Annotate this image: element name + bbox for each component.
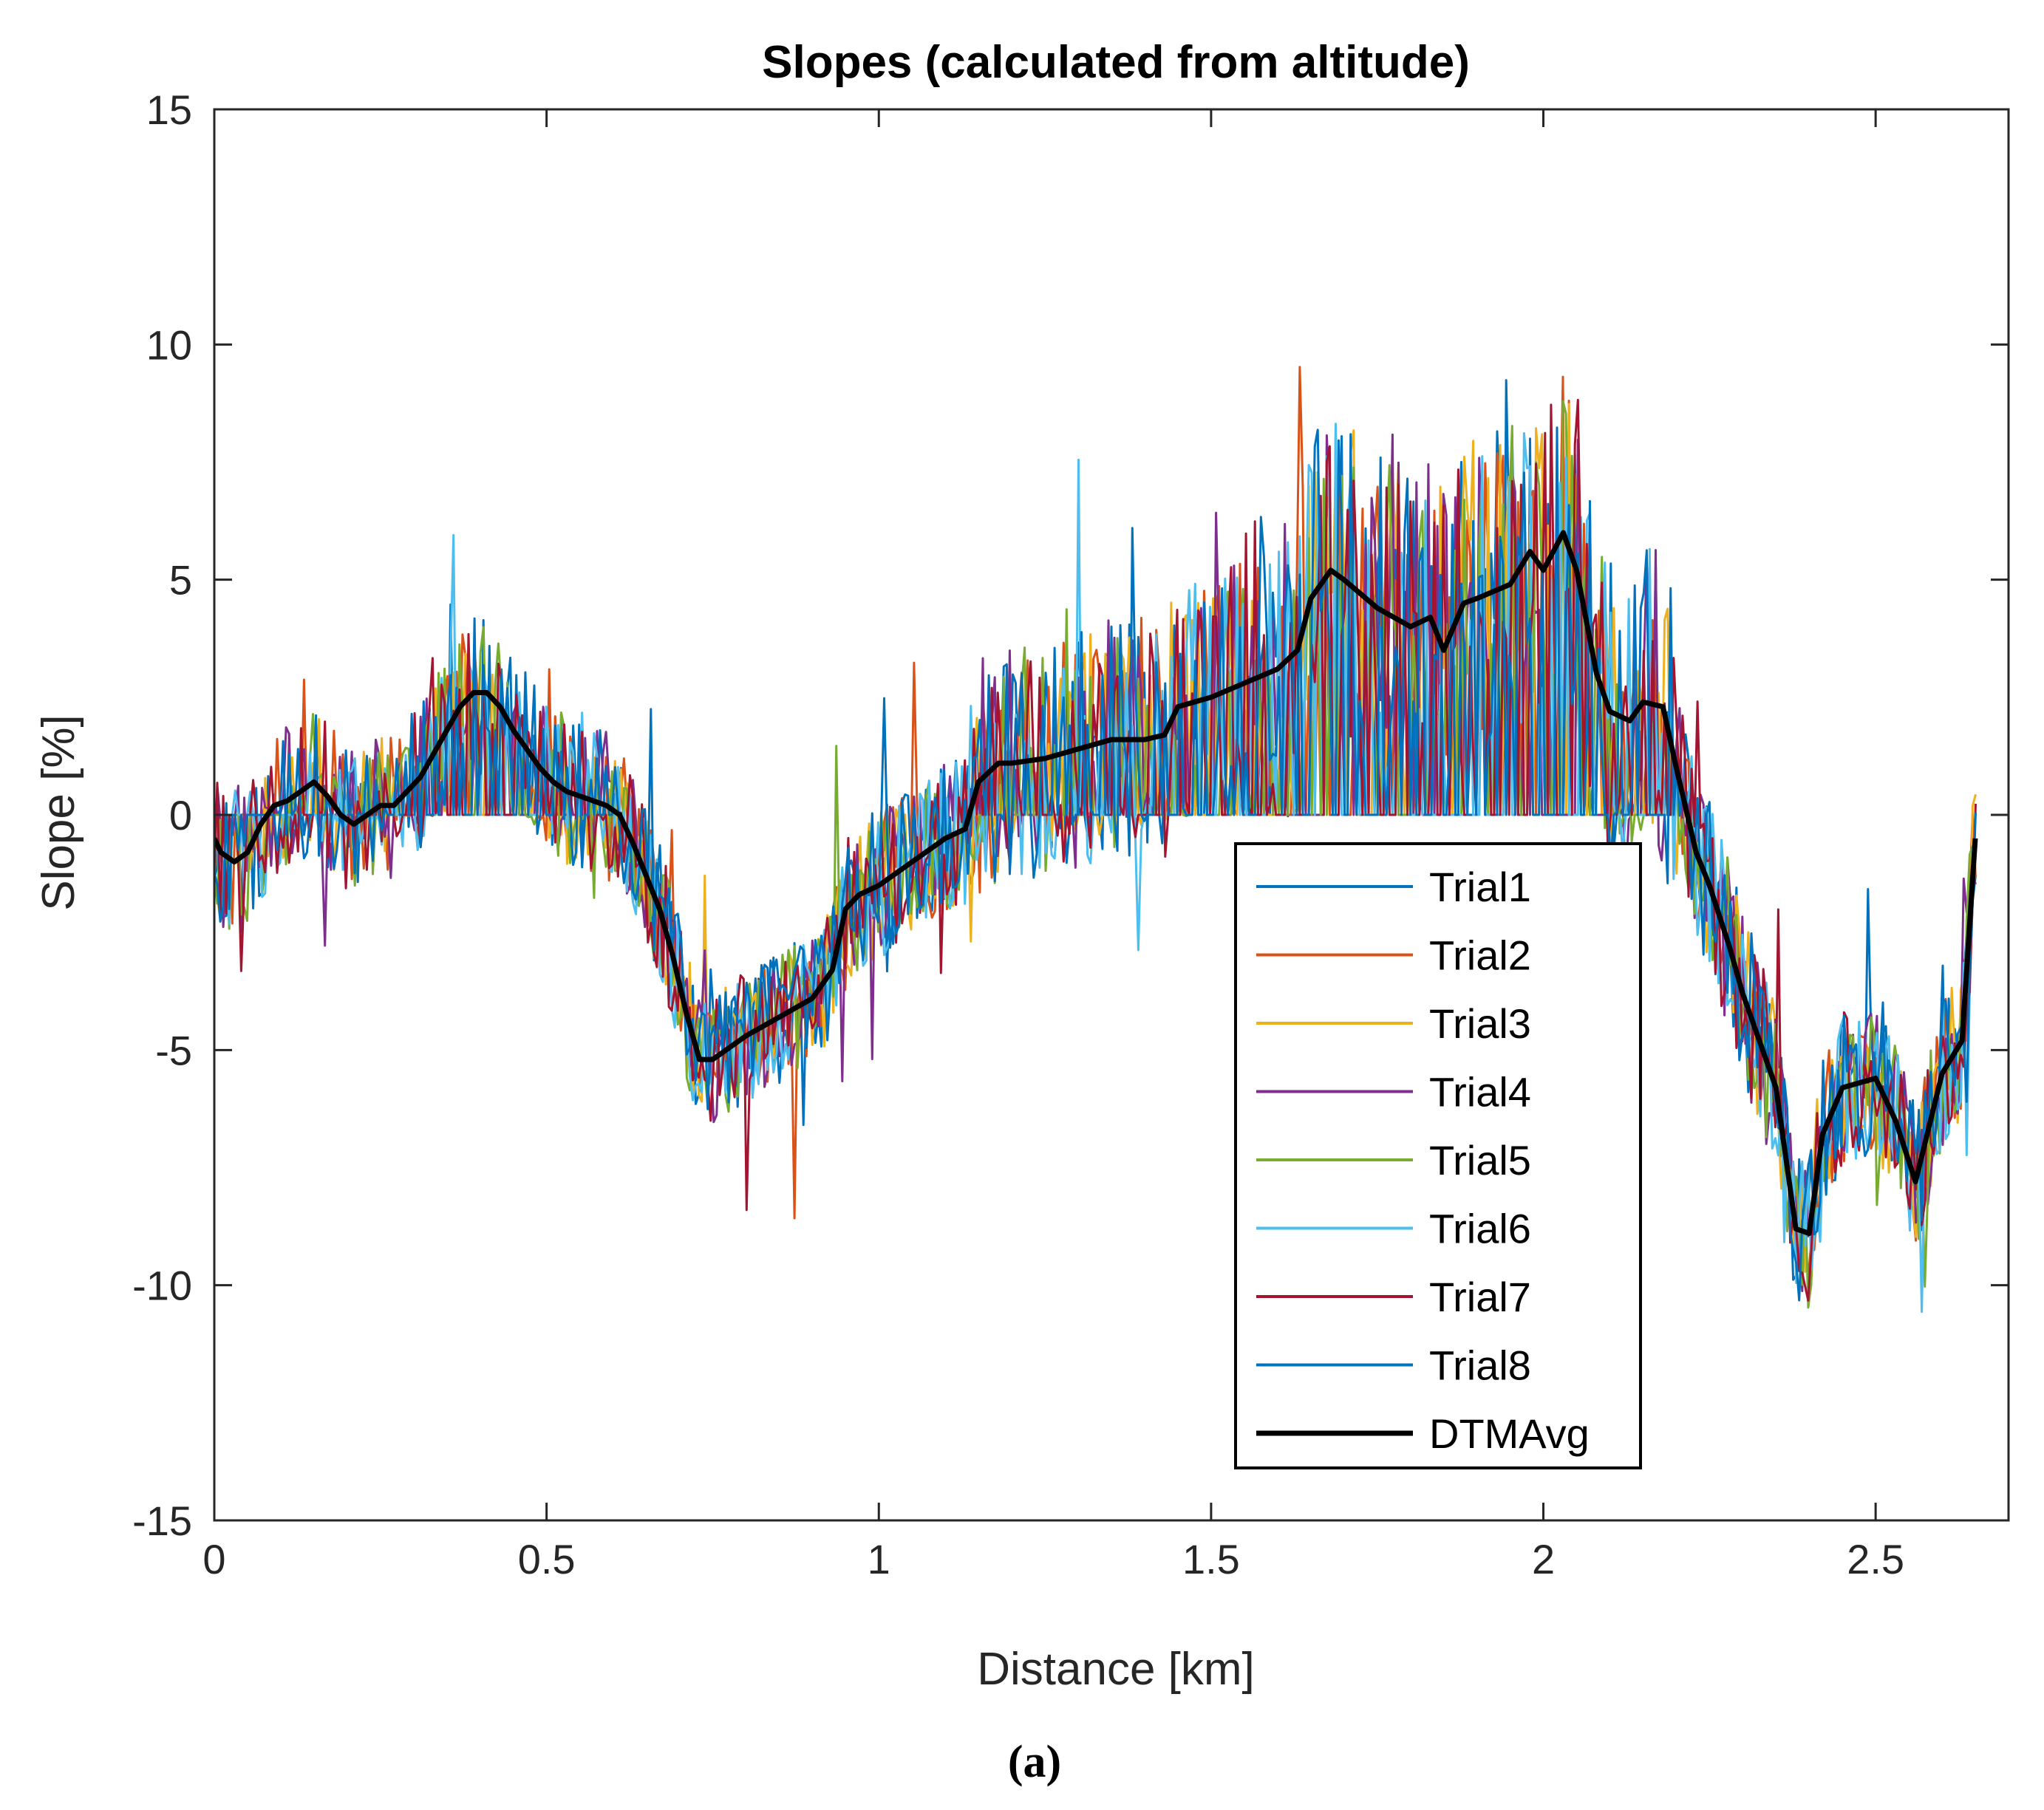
x-tick-label: 2 [1532,1536,1555,1582]
y-tick-label: -5 [155,1027,192,1073]
legend: Trial1 Trial2 Trial3 Trial4 Trial5 Trial6 Tria… [1234,842,1642,1469]
x-tick-label: 2.5 [1847,1536,1904,1582]
x-tick-label: 0 [202,1536,225,1582]
figure-caption: (a) [1008,1737,1061,1787]
legend-label-trial1: Trial1 [1429,864,1531,910]
x-tick-label: 1 [868,1536,890,1582]
y-tick-label: 15 [146,86,192,133]
axes-layer: 0 0.5 1 1.5 2 2.5 -15 -10 -5 0 5 10 15 [132,86,2010,1582]
legend-label-trial5: Trial5 [1429,1137,1531,1184]
x-tick-label: 0.5 [518,1536,576,1582]
y-tick-label: -15 [132,1497,192,1544]
legend-label-trial3: Trial3 [1429,1000,1531,1047]
x-tick-label: 1.5 [1182,1536,1240,1582]
series-layer [214,366,1978,1314]
y-tick-label: 5 [169,557,192,604]
legend-label-trial2: Trial2 [1429,932,1531,979]
legend-label-trial8: Trial8 [1429,1342,1531,1389]
legend-label-trial7: Trial7 [1429,1274,1531,1320]
y-tick-label: 0 [169,792,192,839]
y-axis-label: Slope [%] [33,714,84,910]
legend-label-trial4: Trial4 [1429,1069,1531,1116]
series-line-trial7 [214,398,1977,1302]
series-line-dtmavg [214,530,1978,1237]
legend-label-dtmavg: DTMAvg [1429,1410,1590,1457]
y-tick-label: -10 [132,1263,192,1309]
y-tick-label: 10 [146,321,192,368]
chart-title: Slopes (calculated from altitude) [762,37,1470,88]
legend-label-trial6: Trial6 [1429,1206,1531,1252]
x-axis-label: Distance [km] [977,1644,1255,1695]
